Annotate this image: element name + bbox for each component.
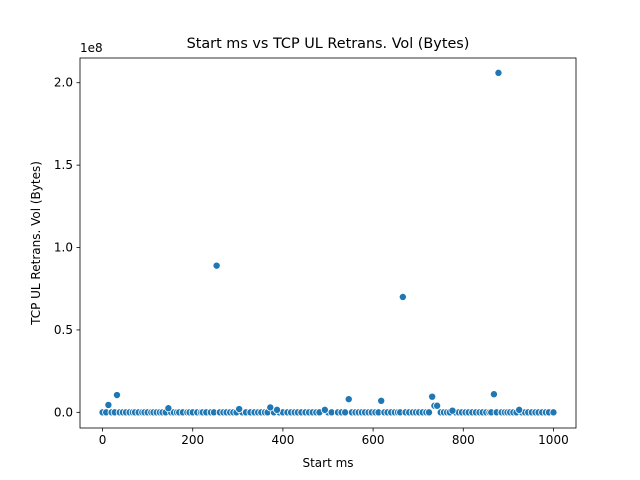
- y-tick-label: 1.0: [54, 241, 73, 255]
- data-point: [433, 401, 442, 410]
- data-point: [320, 405, 329, 414]
- x-tick-label: 1000: [538, 433, 569, 447]
- data-points: [98, 68, 558, 417]
- x-tick-label: 600: [362, 433, 385, 447]
- data-point: [212, 261, 221, 270]
- x-axis: 0 200 400 600 800 1000: [99, 428, 569, 447]
- y-axis: 0.0 0.5 1.0 1.5 2.0: [54, 76, 80, 419]
- x-tick-label: 400: [271, 433, 294, 447]
- y-offset-label: 1e8: [80, 41, 103, 55]
- data-point: [549, 408, 558, 417]
- data-point: [448, 406, 457, 415]
- data-point: [112, 391, 121, 400]
- data-point: [104, 400, 113, 409]
- data-point: [428, 392, 437, 401]
- x-tick-label: 800: [452, 433, 475, 447]
- data-point: [164, 404, 173, 413]
- y-tick-label: 2.0: [54, 76, 73, 90]
- data-point: [398, 292, 407, 301]
- data-point: [494, 68, 503, 77]
- chart-title: Start ms vs TCP UL Retrans. Vol (Bytes): [187, 36, 470, 52]
- y-tick-label: 1.5: [54, 158, 73, 172]
- data-point: [266, 403, 275, 412]
- data-point: [515, 405, 524, 414]
- axes-frame: [79, 57, 577, 429]
- data-point: [235, 405, 244, 414]
- data-point: [489, 390, 498, 399]
- x-tick-label: 200: [181, 433, 204, 447]
- data-point: [341, 408, 350, 417]
- data-point: [377, 396, 386, 405]
- data-point: [273, 405, 282, 414]
- x-axis-title: Start ms: [302, 456, 353, 470]
- plot-area: 0 200 400 600 800 1000 0.0 0.5 1.0 1.5 2.0: [54, 57, 577, 447]
- y-axis-title: TCP UL Retrans. Vol (Bytes): [29, 161, 43, 326]
- x-tick-label: 0: [99, 433, 107, 447]
- y-tick-label: 0.0: [54, 405, 73, 419]
- y-tick-label: 0.5: [54, 323, 73, 337]
- data-point: [344, 395, 353, 404]
- data-point: [425, 408, 434, 417]
